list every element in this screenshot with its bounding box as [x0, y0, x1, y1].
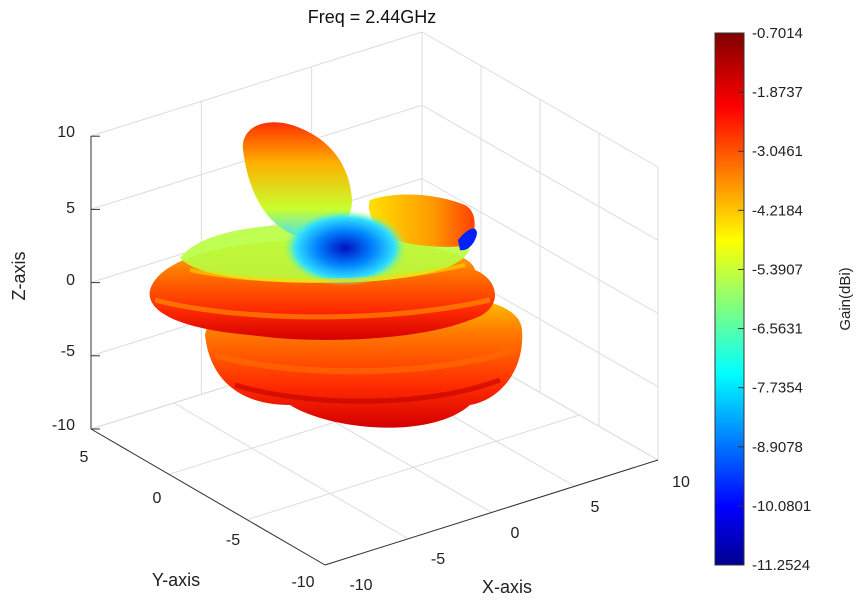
z-tick-labels: 10 5 0 -5 -10	[52, 124, 75, 434]
z-tick-label: -5	[61, 343, 75, 360]
x-axis-label: X-axis	[482, 577, 532, 597]
radiation-surface	[149, 122, 523, 428]
colorbar-tick-label: -3.0461	[752, 143, 803, 160]
z-tick-label: 10	[57, 124, 75, 141]
x-tick-label: 0	[511, 525, 520, 542]
center-null	[283, 210, 407, 286]
x-tick-labels: -10 -5 0 5 10	[349, 474, 690, 594]
colorbar-tick-label: -0.7014	[752, 25, 803, 42]
colorbar-tick-label: -11.2524	[752, 557, 810, 574]
y-tick-label: 0	[153, 490, 162, 507]
colorbar-tick-label: -4.2184	[752, 202, 803, 219]
top-lobe	[242, 122, 352, 239]
blue-tip	[458, 228, 477, 251]
colorbar-tick-label: -5.3907	[752, 261, 803, 278]
chart-title: Freq = 2.44GHz	[308, 7, 437, 27]
y-tick-label: -10	[291, 574, 314, 591]
axis-lines	[90, 135, 659, 566]
colorbar-gradient	[714, 32, 745, 566]
colorbar-label: Gain(dBi)	[837, 267, 854, 330]
z-tick-label: -10	[52, 417, 75, 434]
colorbar: -0.7014 -1.8737 -3.0461 -4.2184 -5.3907 -6.56…	[714, 25, 854, 574]
z-axis-label: Z-axis	[9, 252, 29, 301]
colorbar-tick-label: -7.7354	[752, 380, 803, 397]
colorbar-tick-label: -1.8737	[752, 84, 803, 101]
x-tick-label: 5	[591, 499, 600, 516]
colorbar-tick-label: -6.5631	[752, 321, 803, 338]
y-axis-label: Y-axis	[152, 570, 200, 590]
z-tick-label: 0	[66, 272, 75, 289]
colorbar-ticks: -0.7014 -1.8737 -3.0461 -4.2184 -5.3907 -6.56…	[738, 25, 811, 574]
y-tick-label: -5	[226, 532, 240, 549]
y-tick-label: 5	[80, 449, 89, 466]
y-tick-labels: 5 0 -5 -10	[80, 449, 315, 591]
colorbar-tick-label: -8.9078	[752, 439, 803, 456]
x-tick-label: 10	[672, 474, 690, 491]
z-tick-label: 5	[66, 200, 75, 217]
x-tick-label: -5	[431, 551, 445, 568]
colorbar-tick-label: -10.0801	[752, 498, 811, 515]
x-tick-label: -10	[349, 577, 372, 594]
